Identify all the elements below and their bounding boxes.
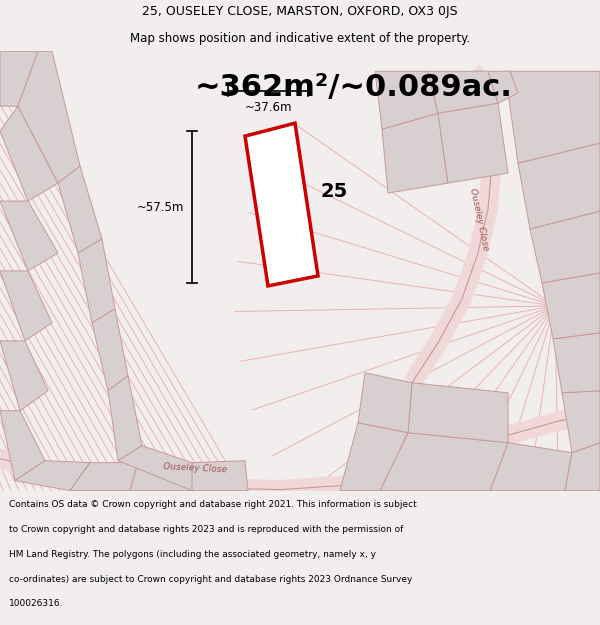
Text: Ouseley Close: Ouseley Close bbox=[468, 187, 490, 251]
Polygon shape bbox=[70, 462, 138, 491]
Polygon shape bbox=[518, 143, 600, 229]
Polygon shape bbox=[488, 71, 518, 103]
Polygon shape bbox=[382, 113, 448, 193]
Polygon shape bbox=[108, 376, 142, 461]
Polygon shape bbox=[0, 341, 48, 411]
Polygon shape bbox=[18, 51, 80, 183]
Polygon shape bbox=[0, 106, 58, 201]
Polygon shape bbox=[542, 273, 600, 339]
Polygon shape bbox=[490, 442, 572, 491]
Text: Map shows position and indicative extent of the property.: Map shows position and indicative extent… bbox=[130, 32, 470, 45]
Polygon shape bbox=[58, 166, 102, 253]
Polygon shape bbox=[358, 372, 412, 432]
Polygon shape bbox=[190, 461, 248, 491]
Text: co-ordinates) are subject to Crown copyright and database rights 2023 Ordnance S: co-ordinates) are subject to Crown copyr… bbox=[9, 574, 412, 584]
Polygon shape bbox=[0, 411, 45, 481]
Text: HM Land Registry. The polygons (including the associated geometry, namely x, y: HM Land Registry. The polygons (includin… bbox=[9, 550, 376, 559]
Polygon shape bbox=[375, 71, 438, 129]
Polygon shape bbox=[92, 309, 128, 391]
Text: ~57.5m: ~57.5m bbox=[137, 201, 184, 214]
Polygon shape bbox=[562, 391, 600, 452]
Polygon shape bbox=[530, 211, 600, 283]
Polygon shape bbox=[15, 461, 90, 491]
Polygon shape bbox=[0, 201, 58, 271]
Text: Ouseley Close: Ouseley Close bbox=[163, 462, 227, 475]
Polygon shape bbox=[118, 446, 192, 491]
Text: ~37.6m: ~37.6m bbox=[244, 101, 292, 114]
Text: 25, OUSELEY CLOSE, MARSTON, OXFORD, OX3 0JS: 25, OUSELEY CLOSE, MARSTON, OXFORD, OX3 … bbox=[142, 5, 458, 18]
Polygon shape bbox=[0, 271, 52, 341]
Polygon shape bbox=[245, 123, 318, 286]
Polygon shape bbox=[505, 71, 600, 163]
Text: Contains OS data © Crown copyright and database right 2021. This information is : Contains OS data © Crown copyright and d… bbox=[9, 500, 417, 509]
Polygon shape bbox=[553, 333, 600, 392]
Polygon shape bbox=[438, 103, 508, 183]
Polygon shape bbox=[0, 51, 38, 106]
Polygon shape bbox=[428, 71, 498, 113]
Text: to Crown copyright and database rights 2023 and is reproduced with the permissio: to Crown copyright and database rights 2… bbox=[9, 525, 403, 534]
Text: 100026316.: 100026316. bbox=[9, 599, 64, 609]
Polygon shape bbox=[565, 442, 600, 491]
Polygon shape bbox=[408, 382, 508, 442]
Text: ~362m²/~0.089ac.: ~362m²/~0.089ac. bbox=[195, 73, 513, 102]
Polygon shape bbox=[380, 432, 508, 491]
Polygon shape bbox=[130, 462, 192, 491]
Polygon shape bbox=[78, 239, 115, 323]
Text: 25: 25 bbox=[320, 181, 347, 201]
Polygon shape bbox=[340, 422, 408, 491]
